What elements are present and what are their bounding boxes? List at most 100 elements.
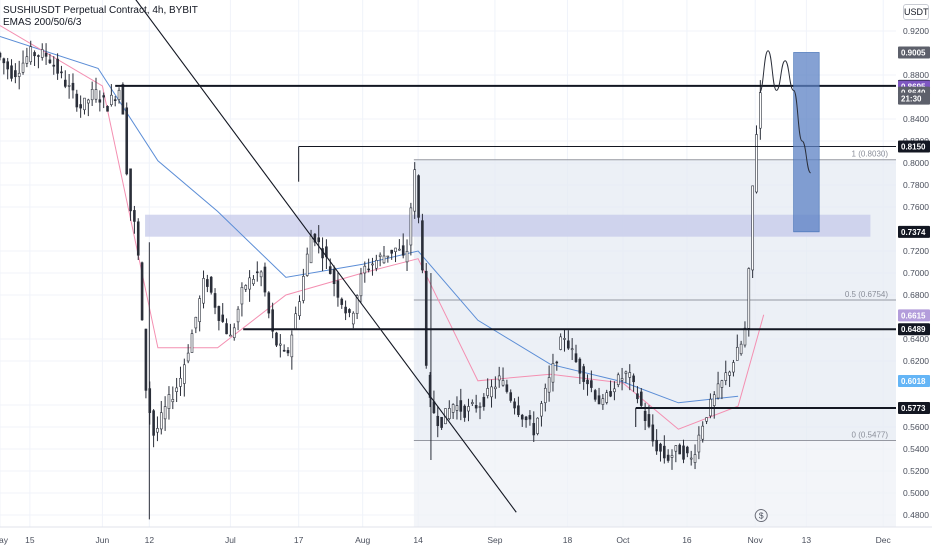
candle-body: [0, 52, 2, 58]
x-tick-label: 12: [145, 535, 155, 545]
candle-body: [305, 253, 309, 276]
x-tick-label: Dec: [876, 535, 892, 545]
candle-body: [547, 377, 551, 393]
price-tag-label: 21:30: [901, 95, 922, 104]
candle-body: [133, 210, 136, 222]
candle-body: [209, 276, 213, 293]
price-tag-label: 0.6615: [901, 311, 926, 320]
candle-body: [179, 378, 182, 387]
candle-body: [259, 271, 263, 278]
candle-body: [655, 439, 658, 452]
price-tag: [898, 92, 930, 105]
y-tick-label: 0.5200: [903, 466, 929, 476]
candle-body: [440, 416, 443, 428]
candle-body: [705, 417, 708, 422]
candle-body: [198, 298, 201, 322]
candle-body: [302, 276, 305, 301]
fib-level-label: 1 (0.8030): [852, 150, 889, 159]
candle-body: [455, 405, 459, 411]
candle-body: [724, 372, 728, 381]
y-tick-label: 0.9200: [903, 26, 929, 36]
x-tick-label: 14: [413, 535, 423, 545]
candle-body: [739, 343, 743, 355]
candle-body: [309, 235, 313, 264]
candle-body: [371, 263, 374, 266]
candle-body: [94, 89, 98, 100]
x-tick-label: Nov: [748, 535, 764, 545]
candle-body: [505, 384, 509, 392]
candle-body: [474, 405, 478, 409]
candle-body: [171, 399, 175, 403]
chart-title-block: SUSHIUSDT Perpetual Contract, 4h, BYBIT …: [3, 5, 198, 29]
candle-body: [121, 84, 125, 115]
y-tick-label: 0.8800: [903, 70, 929, 80]
candle-body: [559, 336, 562, 350]
x-tick-label: 18: [563, 535, 573, 545]
candle-body: [98, 99, 102, 103]
candle-body: [639, 391, 643, 406]
candle-body: [10, 65, 13, 79]
projection-path: [759, 50, 812, 174]
candle-body: [286, 350, 290, 354]
candle-body: [751, 185, 754, 271]
x-tick-label: 17: [294, 535, 304, 545]
candle-body: [102, 95, 105, 98]
candle-body: [156, 428, 159, 433]
candle-body: [71, 82, 75, 91]
candle-body: [451, 404, 455, 413]
x-tick-label: Jul: [225, 535, 236, 545]
candle-body: [424, 270, 428, 366]
price-tag: [898, 375, 930, 388]
candle-body: [229, 334, 232, 337]
candle-body: [248, 277, 251, 290]
candle-body: [367, 268, 370, 271]
candle-body: [290, 334, 294, 358]
candle-body: [275, 332, 278, 346]
candle-body: [232, 327, 236, 338]
candle-body: [382, 255, 386, 264]
price-tag-label: 0.6018: [901, 377, 926, 386]
candle-body: [244, 285, 248, 290]
candle-body: [720, 380, 724, 388]
currency-unit-button[interactable]: USDT: [903, 4, 929, 20]
x-tick-label: Sep: [487, 535, 502, 545]
candle-body: [471, 402, 474, 404]
candle-body: [586, 379, 589, 385]
candle-body: [563, 338, 566, 340]
price-tag: [898, 401, 930, 414]
candle-body: [540, 403, 543, 417]
candle-body: [712, 394, 716, 406]
candle-body: [113, 99, 117, 101]
candle-body: [670, 455, 674, 458]
candle-body: [340, 298, 344, 305]
candle-body: [225, 323, 228, 335]
candle-body: [605, 392, 609, 403]
candle-body: [17, 72, 21, 77]
chart-title: SUSHIUSDT Perpetual Contract, 4h, BYBIT: [3, 5, 198, 16]
price-tag-label: 0.8150: [901, 143, 926, 152]
candle-body: [332, 269, 336, 285]
candle-body: [686, 446, 689, 454]
candle-body: [282, 349, 286, 352]
price-tag-label: 0.5773: [901, 404, 926, 413]
candle-body: [386, 255, 390, 258]
candle-body: [240, 287, 244, 305]
candle-body: [271, 309, 274, 332]
candle-body: [755, 134, 758, 193]
candle-body: [413, 169, 417, 212]
candle-body: [597, 395, 601, 405]
candle-body: [613, 388, 616, 393]
candle-body: [21, 62, 25, 73]
candle-body: [25, 56, 29, 64]
y-tick-label: 0.5600: [903, 422, 929, 432]
candle-body: [732, 362, 735, 373]
candle-body: [528, 415, 532, 420]
candle-body: [44, 52, 48, 57]
candle-body: [48, 59, 52, 64]
candle-body: [2, 58, 6, 64]
candle-body: [144, 328, 148, 391]
candle-body: [735, 346, 739, 361]
price-tag-label: 0.7374: [901, 228, 926, 237]
candle-body: [136, 221, 140, 256]
